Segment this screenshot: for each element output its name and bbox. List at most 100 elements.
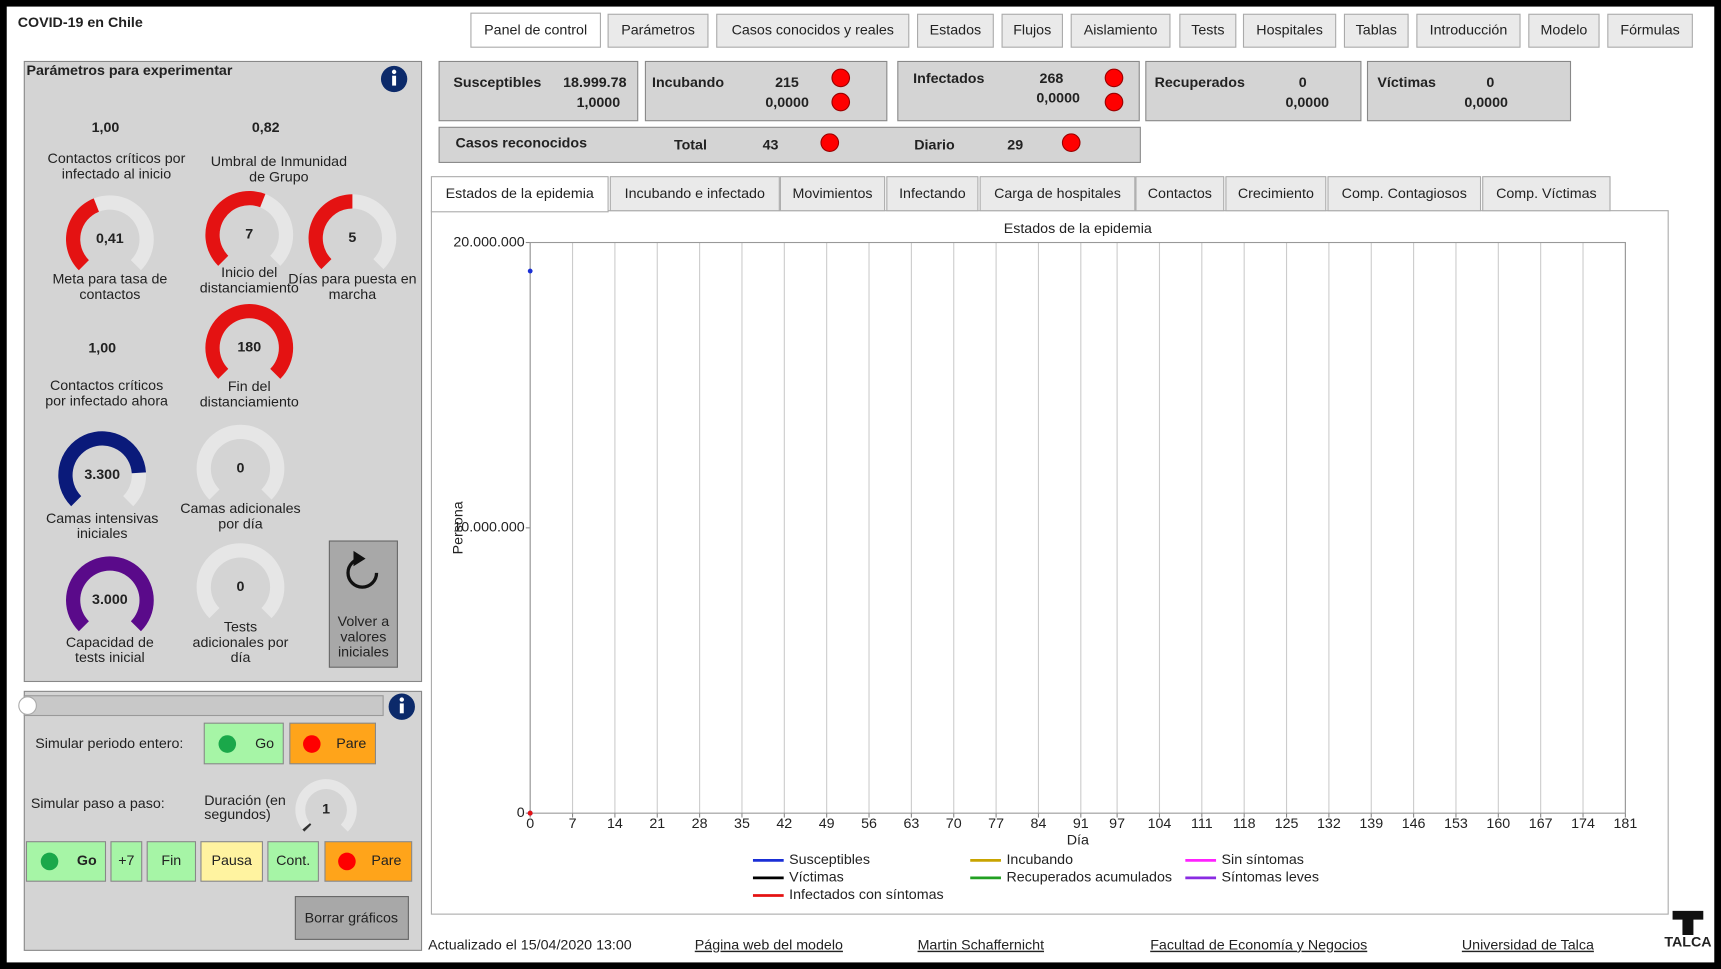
- reset-label[interactable]: iniciales: [338, 645, 389, 661]
- nav-tab-label[interactable]: Fórmulas: [1620, 22, 1679, 38]
- step-button-label[interactable]: Pausa: [211, 853, 251, 869]
- y-tick-label: 10.000.000: [453, 520, 524, 536]
- go-button[interactable]: [203, 722, 284, 765]
- param-label: marcha: [329, 287, 377, 303]
- progress-knob[interactable]: [18, 696, 37, 715]
- cases-value: 29: [1007, 138, 1023, 154]
- sim-label: Simular paso a paso:: [31, 796, 165, 812]
- param-value: 3.000: [92, 592, 128, 608]
- chart-tab-label[interactable]: Infectando: [899, 186, 966, 202]
- chart-tab-label[interactable]: Carga de hospitales: [994, 186, 1121, 202]
- chart-tab[interactable]: [886, 176, 979, 212]
- reset-button[interactable]: [328, 540, 398, 668]
- footer-link[interactable]: Página web del modelo: [695, 938, 843, 954]
- y-axis-label: Persona: [451, 501, 467, 554]
- chart-tab-label[interactable]: Comp. Víctimas: [1496, 186, 1597, 202]
- logo-mark: [1672, 910, 1704, 935]
- legend-label: Infectados con síntomas: [789, 887, 943, 903]
- nav-tab[interactable]: [1070, 13, 1171, 48]
- status-box: [438, 60, 639, 122]
- chart-tab[interactable]: [1482, 176, 1611, 212]
- clear-button[interactable]: [294, 896, 409, 940]
- nav-tab[interactable]: [917, 13, 994, 48]
- nav-tab[interactable]: [1528, 13, 1600, 48]
- cases-label: Diario: [914, 138, 955, 154]
- nav-tab-label[interactable]: Aislamiento: [1084, 22, 1158, 38]
- chart-tab-label[interactable]: Incubando e infectado: [625, 186, 765, 202]
- status-ratio: 0,0000: [1036, 91, 1080, 107]
- param-value: 5: [348, 230, 356, 246]
- param-label: Días para puesta en: [288, 272, 416, 288]
- nav-tab-label[interactable]: Tests: [1191, 22, 1224, 38]
- param-label: adicionales por: [193, 635, 289, 651]
- step-button[interactable]: [146, 841, 197, 882]
- footer-link[interactable]: Martin Schaffernicht: [918, 938, 1045, 954]
- chart-tab[interactable]: [1225, 176, 1327, 212]
- nav-tab[interactable]: [716, 13, 910, 48]
- param-value: 7: [245, 227, 253, 243]
- nav-tab[interactable]: [1242, 13, 1337, 48]
- nav-tab-label[interactable]: Panel de control: [484, 22, 587, 38]
- nav-tab[interactable]: [1001, 13, 1063, 48]
- nav-tab[interactable]: [470, 12, 601, 48]
- panel-title: Parámetros para experimentar: [26, 63, 232, 79]
- go-label[interactable]: Go: [255, 736, 274, 752]
- chart-tab[interactable]: [1327, 176, 1482, 212]
- step-button-label[interactable]: Fin: [161, 853, 181, 869]
- status-box: [897, 60, 1140, 122]
- nav-tab-label[interactable]: Casos conocidos y reales: [732, 22, 894, 38]
- status-value: 18.999.78: [563, 75, 626, 91]
- step-button-label[interactable]: +7: [118, 853, 134, 869]
- chart-tab-label[interactable]: Comp. Contagiosos: [1342, 186, 1467, 202]
- legend-label: Síntomas leves: [1222, 870, 1319, 886]
- updated-text: Actualizado el 15/04/2020 13:00: [428, 938, 632, 954]
- footer-link[interactable]: Universidad de Talca: [1462, 938, 1594, 954]
- step-button[interactable]: [110, 841, 143, 882]
- reset-label[interactable]: valores: [340, 629, 386, 645]
- step-button[interactable]: [200, 841, 263, 882]
- indicator: [1104, 68, 1124, 88]
- step-button-label[interactable]: Cont.: [276, 853, 310, 869]
- nav-tab-label[interactable]: Hospitales: [1256, 22, 1323, 38]
- nav-tab[interactable]: [1416, 13, 1521, 48]
- status-box: [1145, 60, 1362, 122]
- nav-tab-label[interactable]: Modelo: [1541, 22, 1588, 38]
- param-label: Meta para tasa de: [52, 272, 167, 288]
- nav-tab-label[interactable]: Flujos: [1013, 22, 1051, 38]
- chart-tab[interactable]: [430, 176, 609, 213]
- chart-tab[interactable]: [1135, 176, 1225, 212]
- nav-tab-label[interactable]: Introducción: [1430, 22, 1508, 38]
- x-tick-label: 0: [526, 816, 534, 832]
- nav-tab-label[interactable]: Parámetros: [621, 22, 695, 38]
- chart-tab-label[interactable]: Movimientos: [793, 186, 873, 202]
- chart-tab[interactable]: [979, 176, 1136, 212]
- chart-tab[interactable]: [779, 176, 886, 212]
- step-button-label[interactable]: Go: [77, 853, 97, 869]
- chart-tab-label[interactable]: Estados de la epidemia: [446, 186, 594, 202]
- nav-tab[interactable]: [1607, 13, 1693, 48]
- indicator: [1061, 133, 1081, 152]
- reset-label[interactable]: Volver a: [338, 614, 390, 630]
- param-label: por infectado ahora: [45, 393, 168, 409]
- nav-tab-label[interactable]: Tablas: [1356, 22, 1397, 38]
- nav-tab[interactable]: [1343, 13, 1409, 48]
- stop-label[interactable]: Pare: [336, 736, 366, 752]
- nav-tab[interactable]: [607, 13, 709, 48]
- x-tick-label: 42: [776, 816, 792, 832]
- param-value: 3.300: [84, 467, 120, 483]
- step-button-label[interactable]: Pare: [371, 853, 401, 869]
- x-tick-label: 28: [692, 816, 708, 832]
- chart-tab-label[interactable]: Contactos: [1148, 186, 1212, 202]
- chart-tab-label[interactable]: Crecimiento: [1238, 186, 1314, 202]
- nav-tab-label[interactable]: Estados: [930, 22, 982, 38]
- clear-label[interactable]: Borrar gráficos: [305, 910, 398, 926]
- chart-tab[interactable]: [609, 176, 780, 212]
- nav-tab[interactable]: [1179, 13, 1237, 48]
- legend-label: Susceptibles: [789, 852, 870, 868]
- status-ratio: 0,0000: [1285, 95, 1329, 111]
- footer-link[interactable]: Facultad de Economía y Negocios: [1150, 938, 1367, 954]
- chart-panel: [430, 210, 1669, 915]
- step-button[interactable]: [267, 841, 319, 882]
- step-button[interactable]: [25, 841, 107, 882]
- logo-text: TALCA: [1664, 934, 1711, 950]
